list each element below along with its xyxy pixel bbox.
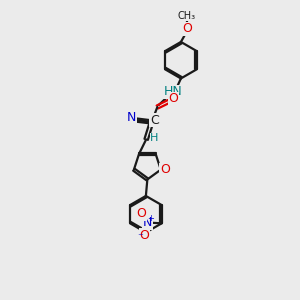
Text: HN: HN bbox=[163, 85, 182, 98]
Text: +: + bbox=[148, 214, 154, 223]
Text: C: C bbox=[150, 114, 159, 127]
Text: O: O bbox=[140, 229, 149, 242]
Text: CH₃: CH₃ bbox=[178, 11, 196, 21]
Text: H: H bbox=[150, 133, 159, 143]
Text: O: O bbox=[182, 22, 192, 35]
Text: O: O bbox=[160, 163, 170, 176]
Text: ⁻: ⁻ bbox=[138, 232, 143, 242]
Text: N: N bbox=[143, 216, 152, 229]
Text: O: O bbox=[169, 92, 178, 105]
Text: O: O bbox=[136, 207, 146, 220]
Text: N: N bbox=[127, 111, 136, 124]
